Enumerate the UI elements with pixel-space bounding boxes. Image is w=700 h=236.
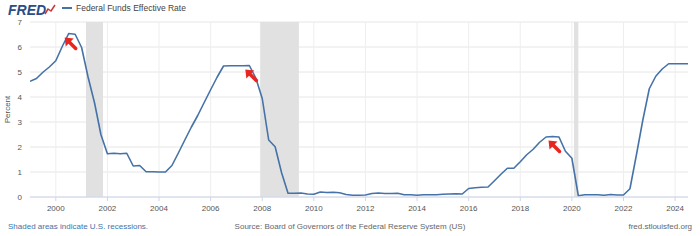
x-tick-label: 2022 [615, 204, 633, 213]
x-tick-label: 2002 [99, 204, 117, 213]
x-tick-label: 2012 [357, 204, 375, 213]
x-axis-line [30, 197, 688, 198]
x-tick-label: 2000 [47, 204, 65, 213]
y-grid-line [30, 197, 688, 198]
x-grid-line [365, 22, 366, 197]
x-tick [365, 197, 366, 201]
x-tick [210, 197, 211, 201]
y-tick-label: 0 [18, 193, 23, 202]
x-tick-label: 2004 [150, 204, 168, 213]
website: fred.stlouisfed.org [628, 222, 692, 231]
recession-band [260, 22, 299, 197]
x-grid-line [417, 22, 418, 197]
peak-arrow-shaft [69, 42, 76, 49]
recession-band [86, 22, 103, 197]
peak-arrow-shaft [553, 145, 560, 152]
y-tick-label: 4 [18, 93, 23, 102]
y-tick-label: 1 [18, 168, 23, 177]
y-grid-line [30, 72, 688, 73]
x-grid-line [159, 22, 160, 197]
y-grid-line [30, 97, 688, 98]
chart: 0 1 2 3 4 5 6 7 2000 2002 2004 2006 2008 2010 2012 2014… [0, 0, 700, 236]
x-tick [313, 197, 314, 201]
y-grid-line [30, 47, 688, 48]
peak-arrow-head [549, 141, 558, 150]
y-tick-label: 5 [18, 68, 23, 77]
y-tick-label: 7 [18, 18, 23, 27]
x-grid-line [210, 22, 211, 197]
peak-arrow [245, 70, 256, 81]
recession-note: Shaded areas indicate U.S. recessions. [8, 222, 148, 231]
x-tick-label: 2016 [460, 204, 478, 213]
logo-icon [45, 5, 55, 14]
x-grid-line [520, 22, 521, 197]
y-grid-line [30, 122, 688, 123]
peak-arrow-head [65, 38, 74, 47]
peak-arrow-shaft [249, 74, 256, 81]
x-tick-label: 2010 [305, 204, 323, 213]
x-tick-label: 2018 [511, 204, 529, 213]
x-tick [159, 197, 160, 201]
legend-label: Federal Funds Effective Rate [76, 3, 186, 13]
x-tick-label: 2014 [408, 204, 426, 213]
x-tick [675, 197, 676, 201]
y-tick-label: 2 [18, 143, 23, 152]
source-note: Source: Board of Governors of the Federa… [235, 222, 466, 231]
x-tick [55, 197, 56, 201]
peak-arrow-head [245, 70, 254, 79]
x-grid-line [468, 22, 469, 197]
legend-swatch [62, 7, 72, 9]
y-grid-line [30, 147, 688, 148]
x-tick [520, 197, 521, 201]
x-grid-line [623, 22, 624, 197]
x-tick [417, 197, 418, 201]
x-grid-line [571, 22, 572, 197]
x-tick-label: 2006 [202, 204, 220, 213]
x-tick [623, 197, 624, 201]
y-grid-line [30, 172, 688, 173]
background [0, 0, 700, 236]
y-grid-line [30, 22, 688, 23]
x-grid-line [313, 22, 314, 197]
logo: FRED [8, 2, 46, 18]
peak-arrow [549, 141, 560, 152]
x-tick [262, 197, 263, 201]
plot-area [30, 22, 688, 197]
x-tick [107, 197, 108, 201]
x-tick [468, 197, 469, 201]
x-tick-label: 2008 [253, 204, 271, 213]
x-grid-line [55, 22, 56, 197]
x-tick-label: 2024 [666, 204, 684, 213]
x-tick [571, 197, 572, 201]
x-grid-line [675, 22, 676, 197]
y-tick-label: 3 [18, 118, 23, 127]
x-grid-line [107, 22, 108, 197]
peak-arrow [65, 38, 76, 49]
y-tick-label: 6 [18, 43, 23, 52]
x-tick-label: 2020 [563, 204, 581, 213]
series-line [30, 34, 688, 196]
y-axis-label: Percent [3, 95, 12, 123]
